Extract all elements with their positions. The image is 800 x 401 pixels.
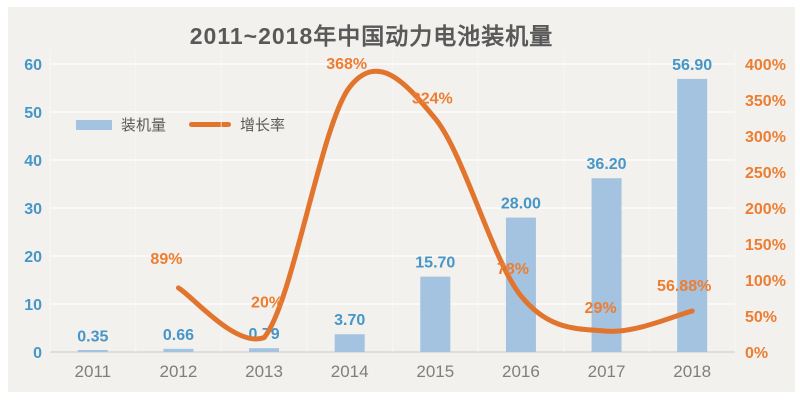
growth-rate-line xyxy=(175,68,695,342)
bar-value-label: 28.00 xyxy=(501,196,541,213)
chart-title: 2011~2018年中国动力电池装机量 xyxy=(189,23,554,49)
left-axis-tick: 60 xyxy=(24,57,42,74)
x-axis-label: 2014 xyxy=(331,362,369,381)
x-axis-label: 2017 xyxy=(588,362,626,381)
bar xyxy=(249,348,280,352)
right-axis-tick: 300% xyxy=(745,129,786,146)
line-value-label: 78% xyxy=(497,261,529,278)
line-value-label: 89% xyxy=(150,251,182,268)
right-axis-tick: 400% xyxy=(745,57,786,74)
bar-value-label: 0.66 xyxy=(163,327,194,344)
right-axis-tick: 100% xyxy=(745,273,786,290)
right-axis-tick: 50% xyxy=(745,309,777,326)
x-axis-label: 2013 xyxy=(245,362,283,381)
right-axis-tick: 250% xyxy=(745,165,786,182)
left-axis-tick: 0 xyxy=(33,345,42,362)
right-axis-tick: 150% xyxy=(745,237,786,254)
x-axis-label: 2016 xyxy=(502,362,540,381)
chart-container: 2011~2018年中国动力电池装机量 装机量 增长率 xyxy=(8,7,795,392)
left-axis-tick: 30 xyxy=(24,201,42,218)
left-axis-tick: 40 xyxy=(24,153,42,170)
line-value-label: 56.88% xyxy=(657,278,711,295)
right-axis-tick: 200% xyxy=(745,201,786,218)
legend: 装机量 增长率 xyxy=(76,114,285,135)
bar xyxy=(334,334,365,352)
x-axis-label: 2012 xyxy=(160,362,198,381)
bar xyxy=(77,350,108,352)
bar-value-label: 56.90 xyxy=(672,57,712,74)
bar xyxy=(163,348,194,352)
bar xyxy=(420,276,451,352)
legend-bar-swatch-icon xyxy=(76,119,112,130)
left-axis-tick: 50 xyxy=(24,105,42,122)
bar-value-label: 36.20 xyxy=(587,156,627,173)
x-axis-label: 2018 xyxy=(673,362,711,381)
left-axis-tick: 20 xyxy=(24,249,42,266)
right-axis-tick: 0% xyxy=(745,345,768,362)
x-axis-label: 2015 xyxy=(416,362,454,381)
bar-value-label: 3.70 xyxy=(334,312,365,329)
legend-line-swatch-icon xyxy=(189,122,232,127)
x-axis-label: 2011 xyxy=(75,362,112,381)
legend-line-label: 增长率 xyxy=(240,117,286,134)
line-value-label: 29% xyxy=(585,300,617,317)
line-value-label: 20% xyxy=(251,295,283,312)
bar-value-label: 0.35 xyxy=(77,328,108,345)
bar xyxy=(591,178,622,352)
line-value-label: 368% xyxy=(326,56,367,73)
line-value-label: 324% xyxy=(412,91,453,108)
right-axis-tick: 350% xyxy=(745,93,786,110)
legend-bar-label: 装机量 xyxy=(121,117,167,134)
left-axis-tick: 10 xyxy=(24,297,42,314)
bar-value-label: 15.70 xyxy=(415,255,455,272)
bar xyxy=(677,78,708,352)
